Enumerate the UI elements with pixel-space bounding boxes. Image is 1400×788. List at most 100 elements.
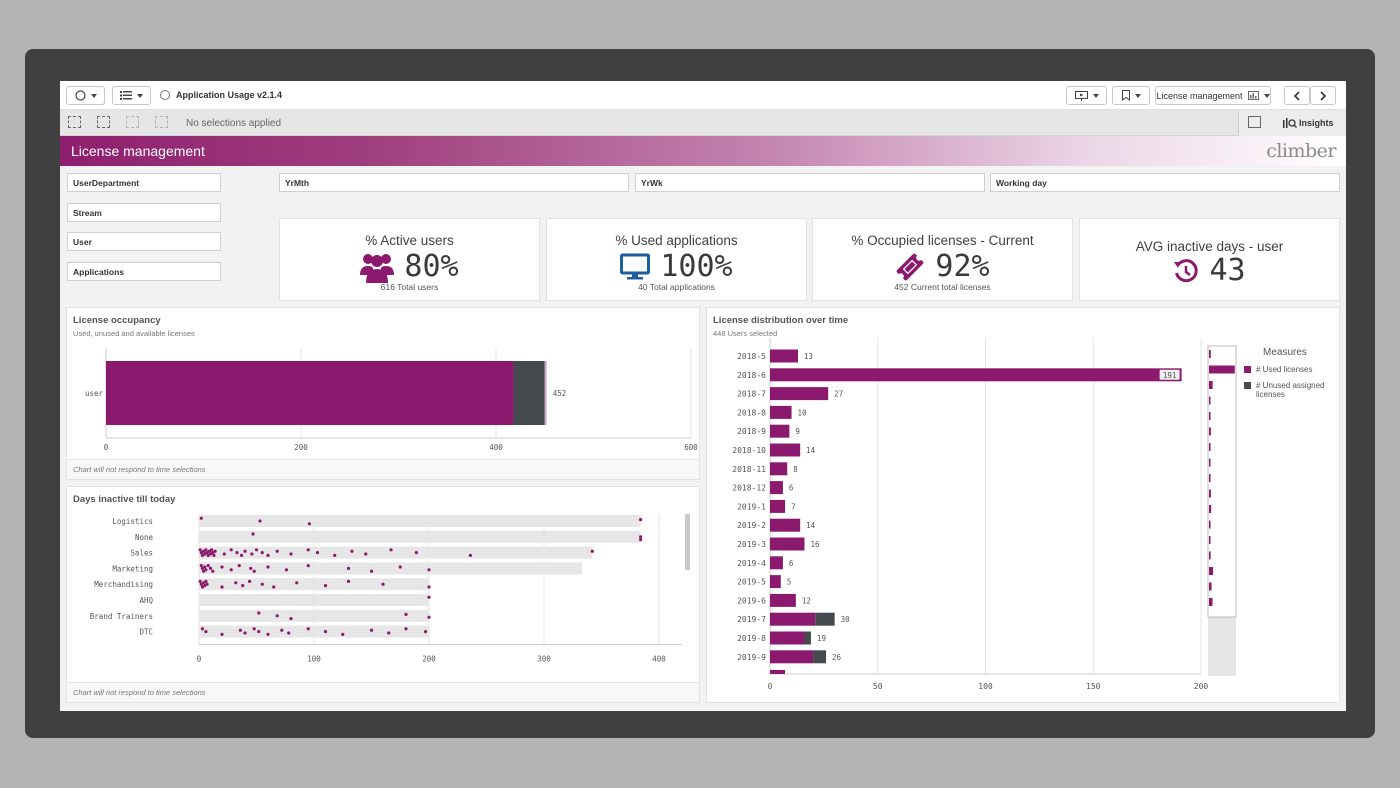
mini-bar xyxy=(1209,520,1211,529)
y-category-label: Logistics xyxy=(112,517,153,526)
data-point xyxy=(639,535,643,539)
data-point xyxy=(398,565,402,569)
data-point xyxy=(239,553,244,557)
globe-icon xyxy=(160,90,170,100)
data-point xyxy=(260,582,264,586)
y-category-label: DTC xyxy=(139,628,153,637)
app-screen: Application Usage v2.1.4 License managem… xyxy=(60,81,1346,711)
data-point xyxy=(427,595,431,599)
main-toolbar: Application Usage v2.1.4 License managem… xyxy=(60,81,1346,110)
filter-stream[interactable]: Stream xyxy=(67,203,221,222)
days-inactive-chart[interactable]: 0 100 200 300 400 Logistics None Sales Marketing… xyxy=(67,507,699,667)
next-sheet-button[interactable] xyxy=(1310,86,1336,105)
y-category-label: 2019-6 xyxy=(737,596,766,605)
license-distribution-chart[interactable]: 0 50 100 150 200 2018-5 13 2018-6 191 2018-7 27 201… xyxy=(707,338,1339,698)
y-category-label: Marketing xyxy=(112,564,153,573)
range-bar xyxy=(199,625,429,638)
mini-bar xyxy=(1209,551,1211,560)
data-point xyxy=(204,548,208,552)
chevron-down-icon xyxy=(1092,93,1099,98)
kpi-value: 80% xyxy=(404,249,459,284)
license-distribution-panel[interactable]: License distribution over time 448 Users… xyxy=(706,307,1340,703)
data-point xyxy=(280,628,284,632)
data-point xyxy=(284,568,288,572)
selection-tool-icon[interactable] xyxy=(1248,116,1261,128)
bar-used xyxy=(770,481,783,495)
license-occupancy-chart[interactable]: 0 200 400 600 user 452 xyxy=(67,338,699,458)
sheet-selector[interactable]: License management xyxy=(1155,86,1271,105)
panel-footer: Chart will not respond to time selection… xyxy=(67,682,699,702)
data-point xyxy=(204,579,208,583)
kpi-used-applications[interactable]: % Used applications 100% 40 Total applic… xyxy=(546,218,807,301)
bookmarks-button[interactable] xyxy=(1112,86,1150,105)
step-forward-icon[interactable] xyxy=(126,116,139,128)
insights-icon[interactable] xyxy=(1283,118,1297,128)
chevron-right-icon xyxy=(1320,90,1327,101)
bar-unused xyxy=(813,650,827,664)
kpi-subtitle: 616 Total users xyxy=(380,282,439,292)
presentation-icon xyxy=(1074,90,1088,101)
clear-selections-icon[interactable] xyxy=(155,116,168,128)
filter-userdepartment[interactable]: UserDepartment xyxy=(67,173,221,192)
data-point xyxy=(323,584,328,588)
filter-yrwk[interactable]: YrWk xyxy=(635,173,985,192)
data-point xyxy=(257,611,261,615)
previous-sheet-button[interactable] xyxy=(1284,86,1310,105)
navigation-button[interactable] xyxy=(66,86,105,105)
kpi-avg-inactive-days[interactable]: AVG inactive days - user 43 xyxy=(1079,218,1340,301)
data-point xyxy=(220,632,224,636)
range-bar xyxy=(199,530,641,543)
present-button[interactable] xyxy=(1066,86,1107,105)
data-point xyxy=(207,549,211,553)
x-tick-label: 400 xyxy=(652,654,666,663)
kpi-title: % Used applications xyxy=(615,233,738,248)
data-point xyxy=(266,553,270,557)
smart-search-icon[interactable] xyxy=(68,116,81,128)
days-inactive-panel[interactable]: Days inactive till today 0 100 200 300 400 Lo… xyxy=(66,486,700,703)
data-point xyxy=(307,522,311,526)
bar-segment xyxy=(106,361,514,425)
step-back-icon[interactable] xyxy=(97,116,110,128)
kpi-active-users[interactable]: % Active users 80% 616 Total users xyxy=(279,218,540,301)
filter-working-day[interactable]: Working day xyxy=(990,173,1340,192)
y-category-label: 2018-10 xyxy=(732,446,766,455)
legend-item-used[interactable]: # Used licenses xyxy=(1244,365,1338,374)
data-point xyxy=(306,564,310,568)
selections-status: No selections applied xyxy=(186,118,282,129)
data-point xyxy=(381,582,385,586)
insights-button[interactable]: Insights xyxy=(1299,118,1334,128)
y-category-label: Merchandising xyxy=(94,580,153,589)
data-point xyxy=(243,549,247,553)
data-point xyxy=(205,551,209,555)
label-bg xyxy=(1159,369,1180,380)
data-point xyxy=(234,581,238,585)
data-point xyxy=(250,552,254,556)
data-point xyxy=(204,630,208,634)
data-point xyxy=(275,549,279,553)
data-point xyxy=(238,628,242,632)
x-tick-label: 0 xyxy=(768,682,773,691)
sheets-menu-button[interactable] xyxy=(112,86,151,105)
data-point xyxy=(199,582,203,586)
filter-user[interactable]: User xyxy=(67,232,221,251)
kpi-occupied-licenses[interactable]: % Occupied licenses - Current 92% 452 Cu… xyxy=(812,218,1073,301)
filter-yrmth[interactable]: YrMth xyxy=(279,173,629,192)
chevron-down-icon xyxy=(90,93,97,98)
data-point xyxy=(212,553,216,557)
bar-used xyxy=(770,575,781,589)
kpi-title: % Occupied licenses - Current xyxy=(851,233,1034,248)
data-point xyxy=(248,579,252,583)
footer-note: Chart will not respond to time selection… xyxy=(73,688,206,697)
range-bar xyxy=(199,609,429,622)
data-point xyxy=(289,552,293,556)
data-label: 7 xyxy=(791,502,796,511)
license-occupancy-panel[interactable]: License occupancy Used, unused and avail… xyxy=(66,307,700,480)
legend-item-unused[interactable]: # Unused assigned licenses xyxy=(1244,381,1338,399)
filter-applications[interactable]: Applications xyxy=(67,262,221,281)
x-tick-label: 200 xyxy=(422,654,436,663)
list-icon xyxy=(120,91,132,100)
data-point xyxy=(369,569,374,573)
data-point xyxy=(211,569,215,573)
bar-used xyxy=(770,368,1182,382)
data-point xyxy=(237,564,241,568)
